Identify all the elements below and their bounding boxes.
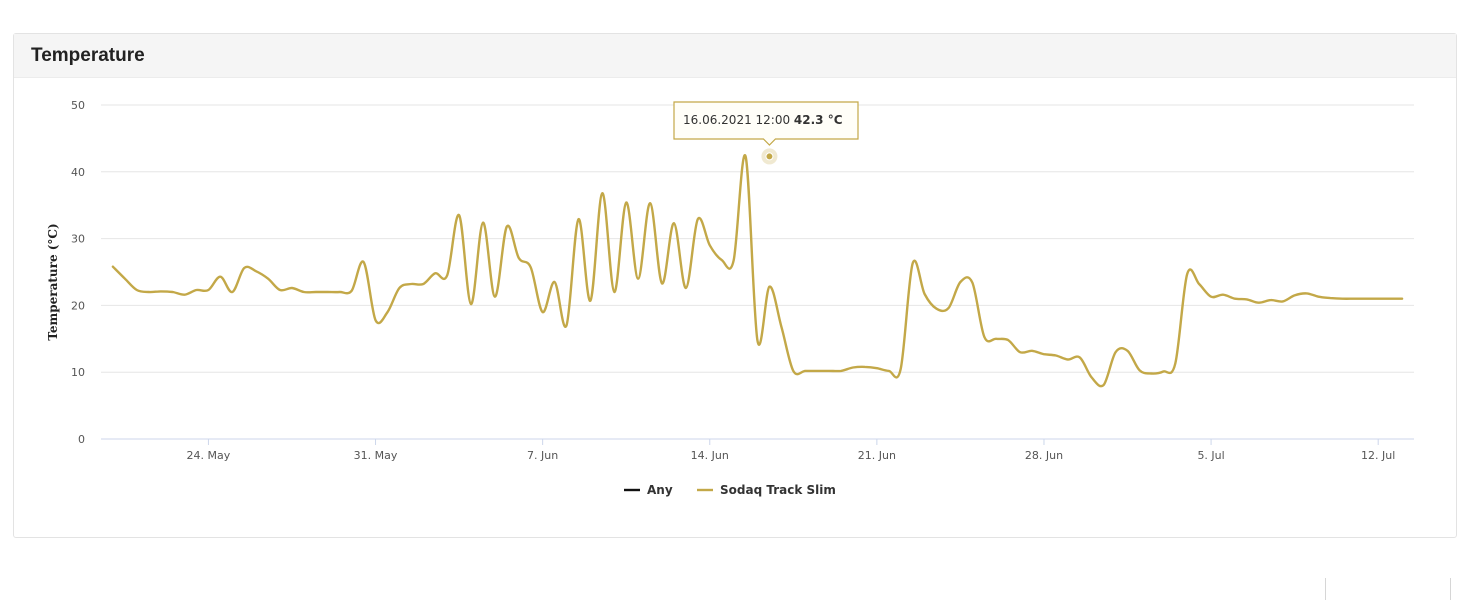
x-tick-label: 12. Jul	[1361, 449, 1395, 462]
panel-header: Temperature	[14, 34, 1456, 78]
y-tick-label: 10	[71, 366, 85, 379]
y-tick-label: 0	[78, 433, 85, 446]
legend-item[interactable]: Sodaq Track Slim	[720, 483, 836, 497]
footer-divider	[1450, 578, 1451, 600]
x-tick-label: 24. May	[187, 449, 231, 462]
y-tick-label: 30	[71, 233, 85, 246]
x-tick-label: 21. Jun	[858, 449, 896, 462]
hover-point-marker[interactable]	[765, 152, 774, 161]
x-tick-label: 31. May	[354, 449, 398, 462]
y-tick-label: 40	[71, 166, 85, 179]
tooltip-date: 16.06.2021 12:00	[683, 113, 794, 127]
x-tick-label: 7. Jun	[527, 449, 558, 462]
series-line-sodaq-track-slim[interactable]	[111, 154, 1404, 388]
y-tick-label: 50	[71, 99, 85, 112]
x-tick-label: 14. Jun	[691, 449, 729, 462]
tooltip-text: 16.06.2021 12:00 42.3 °C	[683, 113, 843, 127]
x-tick-label: 5. Jul	[1197, 449, 1224, 462]
footer-divider	[1325, 578, 1326, 600]
x-tick-label: 28. Jun	[1025, 449, 1063, 462]
panel-title: Temperature	[31, 44, 145, 66]
footer-fragment	[1325, 578, 1479, 600]
tooltip-value: 42.3 °C	[794, 113, 843, 127]
tooltip-box	[673, 101, 859, 146]
legend-item[interactable]: Any	[647, 483, 673, 497]
y-axis-title: Temperature (°C)	[46, 223, 60, 340]
y-tick-label: 20	[71, 299, 85, 312]
